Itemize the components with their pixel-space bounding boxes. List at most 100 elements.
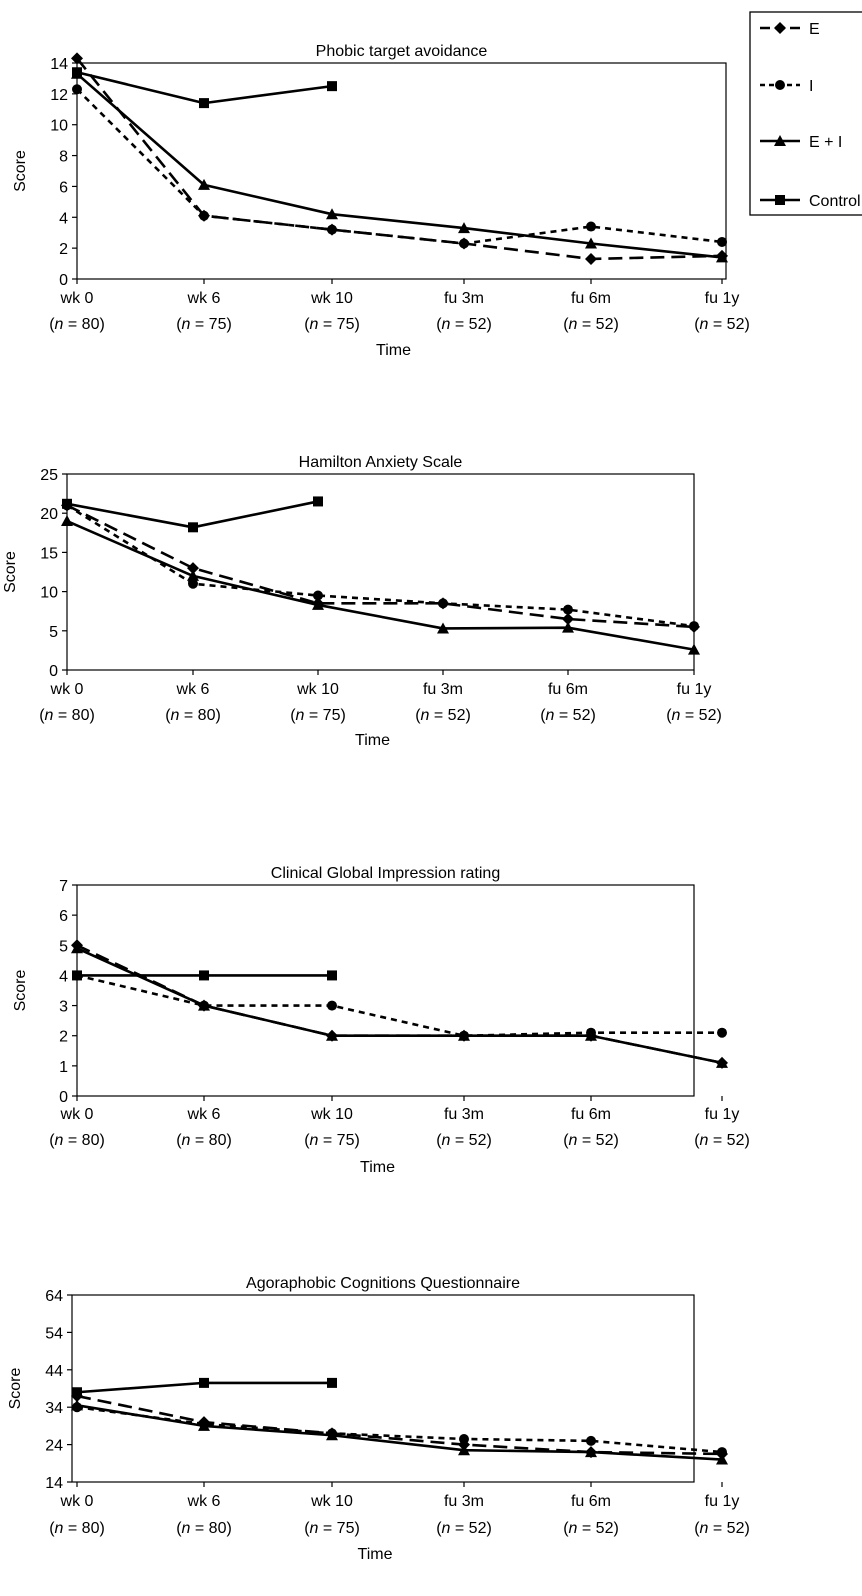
x-axis-label: Time xyxy=(376,342,411,359)
data-point-circle xyxy=(563,604,573,615)
series-e xyxy=(71,52,728,265)
data-point-triangle xyxy=(716,1453,728,1465)
x-tick-label: fu 3m xyxy=(444,1106,484,1123)
plot-frame xyxy=(71,1294,695,1483)
series-e xyxy=(71,939,728,1069)
y-tick-label: 5 xyxy=(59,938,68,955)
y-tick-label: 15 xyxy=(40,545,58,562)
data-point-circle xyxy=(327,224,337,235)
data-point-triangle xyxy=(61,515,73,527)
chart-title: Phobic target avoidance xyxy=(316,43,488,60)
y-tick-label: 14 xyxy=(45,1475,63,1492)
data-point-triangle xyxy=(585,1029,597,1041)
series-line xyxy=(76,1405,723,1454)
chart-phobic-target-avoidance: Phobic target avoidance 0 2 4 6 8 10 12 14 Score w… xyxy=(12,43,750,359)
series-e xyxy=(71,1389,728,1460)
charts-group: Phobic target avoidance02468101214Scorew… xyxy=(2,43,750,1563)
series-e-i xyxy=(71,1399,728,1465)
y-tick-label: 10 xyxy=(50,118,68,135)
data-point-triangle xyxy=(326,1029,338,1041)
data-point-triangle xyxy=(198,178,210,190)
x-sample-size-label: (n = 80) xyxy=(165,707,221,724)
y-tick-label: 44 xyxy=(45,1363,63,1380)
data-point-triangle xyxy=(71,1399,83,1411)
y-tick-label: 2 xyxy=(59,1029,68,1046)
x-tick-label: fu 1y xyxy=(705,290,740,307)
series-control xyxy=(62,496,323,533)
x-tick-label: wk 6 xyxy=(176,681,210,698)
series-line xyxy=(76,1404,723,1461)
data-point-triangle xyxy=(585,1446,597,1458)
data-point-square xyxy=(199,970,209,981)
x-tick-label: fu 6m xyxy=(571,290,611,307)
x-sample-size-label: (n = 52) xyxy=(436,1520,492,1537)
series-line xyxy=(75,57,723,261)
data-point-triangle xyxy=(326,1429,338,1441)
series-line xyxy=(66,504,695,628)
x-sample-size-label: (n = 80) xyxy=(176,1132,232,1149)
y-tick-label: 6 xyxy=(59,908,68,925)
plot-frame xyxy=(76,62,727,280)
chart-agoraphobic-cognitions-questionnaire: Agoraphobic Cognitions Questionnaire 14 24… xyxy=(7,1275,750,1563)
x-tick-label: fu 3m xyxy=(444,1493,484,1510)
legend-diamond-icon xyxy=(774,22,786,34)
series-control xyxy=(72,970,337,981)
data-point-square xyxy=(62,498,72,509)
data-point-circle xyxy=(199,210,209,221)
x-sample-size-label: (n = 52) xyxy=(436,1132,492,1149)
data-point-triangle xyxy=(198,1419,210,1431)
x-sample-size-label: (n = 52) xyxy=(694,1132,750,1149)
x-sample-size-label: (n = 80) xyxy=(49,1520,105,1537)
x-tick-label: fu 1y xyxy=(677,681,712,698)
y-tick-label: 6 xyxy=(59,179,68,196)
x-sample-size-label: (n = 80) xyxy=(176,1520,232,1537)
y-tick-label: 54 xyxy=(45,1325,63,1342)
y-axis-label: Score xyxy=(2,551,19,593)
x-sample-size-label: (n = 75) xyxy=(176,316,232,333)
chart-hamilton-anxiety-scale: Hamilton Anxiety Scale 0 5 10 15 20 25 Score wk … xyxy=(2,454,722,749)
series-e-i xyxy=(61,515,700,655)
data-point-triangle xyxy=(716,251,728,263)
data-point-triangle xyxy=(71,942,83,954)
data-point-diamond xyxy=(187,562,199,575)
data-point-square xyxy=(327,970,337,981)
x-sample-size-label: (n = 75) xyxy=(304,1132,360,1149)
y-tick-label: 64 xyxy=(45,1288,63,1305)
y-tick-label: 0 xyxy=(59,272,68,289)
data-point-circle xyxy=(459,1433,469,1444)
data-point-triangle xyxy=(585,237,597,249)
y-axis-label: Score xyxy=(12,150,29,192)
data-point-square xyxy=(327,81,337,92)
legend-circle-icon xyxy=(775,80,785,90)
series-control xyxy=(72,1377,337,1398)
x-sample-size-label: (n = 75) xyxy=(290,707,346,724)
x-tick-label: wk 10 xyxy=(310,1493,353,1510)
x-tick-label: wk 6 xyxy=(187,290,221,307)
data-point-diamond xyxy=(71,52,83,65)
y-tick-label: 20 xyxy=(40,506,58,523)
data-point-triangle xyxy=(688,643,700,655)
y-tick-label: 5 xyxy=(49,624,58,641)
data-point-triangle xyxy=(198,999,210,1011)
data-point-circle xyxy=(689,621,699,632)
series-i xyxy=(72,84,727,249)
data-point-square xyxy=(72,970,82,981)
x-tick-label: wk 10 xyxy=(310,290,353,307)
legend-entry-e: E xyxy=(760,21,820,38)
x-tick-label: fu 3m xyxy=(444,290,484,307)
data-point-square xyxy=(72,1387,82,1398)
y-tick-label: 10 xyxy=(40,585,58,602)
series-line xyxy=(66,519,695,651)
data-point-triangle xyxy=(312,598,324,610)
data-point-circle xyxy=(313,590,323,601)
x-sample-size-label: (n = 52) xyxy=(694,1520,750,1537)
legend-box xyxy=(749,11,862,216)
chart-title: Hamilton Anxiety Scale xyxy=(299,454,463,471)
y-tick-label: 7 xyxy=(59,878,68,895)
y-tick-label: 0 xyxy=(59,1089,68,1106)
y-tick-label: 12 xyxy=(50,87,68,104)
legend-entry-i: I xyxy=(760,78,813,95)
y-tick-label: 24 xyxy=(45,1438,63,1455)
series-line xyxy=(76,944,723,1065)
chart-title: Clinical Global Impression rating xyxy=(271,865,500,882)
